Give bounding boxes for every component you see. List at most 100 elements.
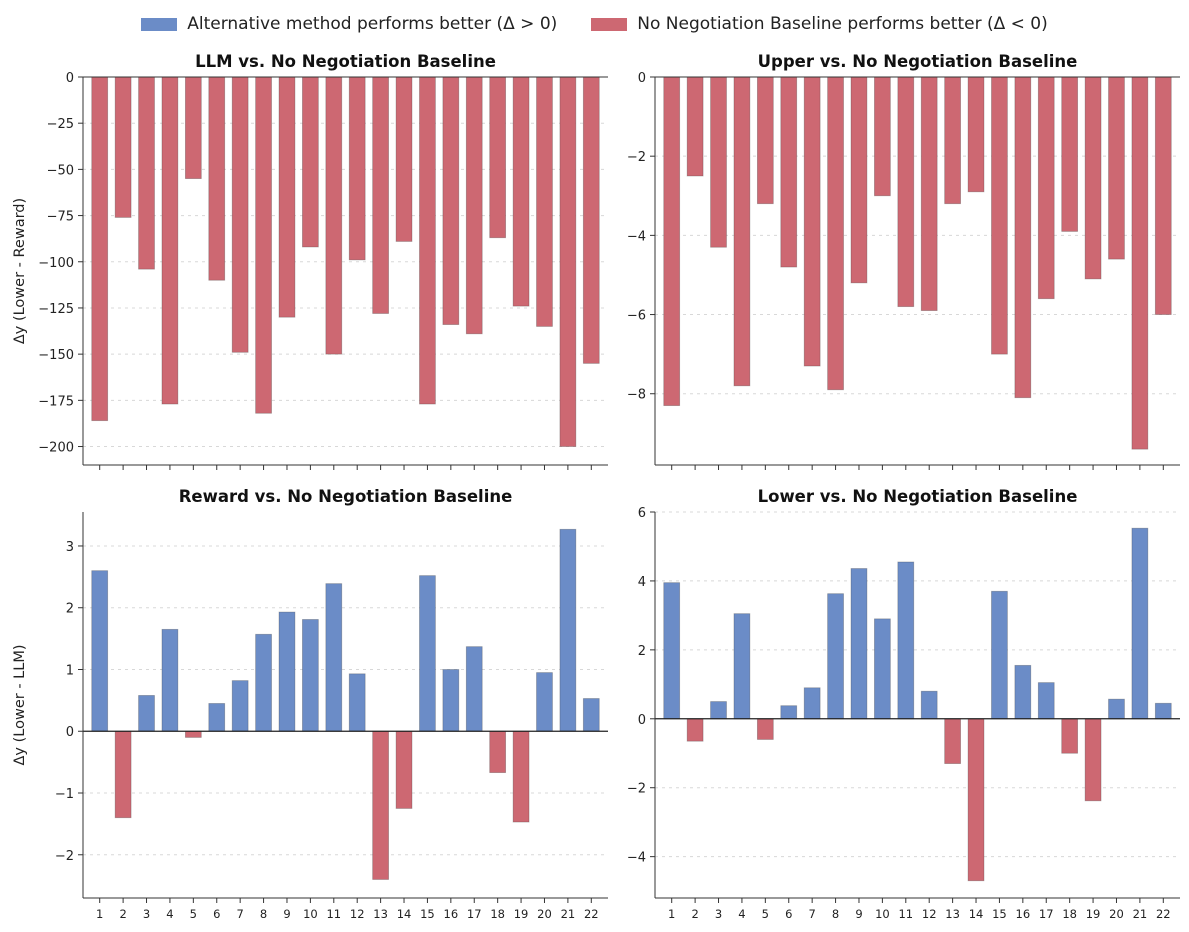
bar-9 <box>850 568 868 720</box>
bar-12 <box>348 673 366 732</box>
y-axis-label: Δy (Lower - LLM) <box>12 645 28 766</box>
bar-14 <box>967 718 985 882</box>
x-tick-label: 8 <box>832 907 839 921</box>
bar-12 <box>920 76 938 311</box>
bar-19 <box>512 730 530 823</box>
legend-label-positive: Alternative method performs better (Δ > … <box>187 14 558 34</box>
bar-11 <box>325 583 343 732</box>
bar-10 <box>874 76 891 197</box>
bar-16 <box>442 669 460 732</box>
bar-17 <box>1037 76 1055 300</box>
bar-4 <box>733 76 751 387</box>
bar-21 <box>559 76 577 447</box>
bar-3 <box>138 76 155 270</box>
x-tick-label: 4 <box>738 907 745 921</box>
bar-21 <box>1131 76 1149 450</box>
y-tick-label: −2 <box>55 849 74 864</box>
bar-3 <box>710 76 727 248</box>
chart-panel-2: 0 −2 −4 −6 −8 Upper vs. No Negotiation Baseli… <box>627 52 1180 470</box>
x-tick-label: 20 <box>537 907 552 921</box>
x-tick-label: 10 <box>875 907 890 921</box>
bar-22 <box>1154 76 1172 315</box>
bar-18 <box>489 730 507 774</box>
bar-4 <box>161 76 179 405</box>
bar-1 <box>663 76 681 407</box>
bar-5 <box>184 730 202 738</box>
bar-6 <box>208 76 226 281</box>
x-tick-label: 3 <box>143 907 150 921</box>
y-tick-label: −50 <box>47 163 74 178</box>
bar-20 <box>536 672 553 732</box>
legend: Alternative method performs better (Δ > … <box>0 14 1189 34</box>
legend-item-positive: Alternative method performs better (Δ > … <box>141 14 557 34</box>
x-tick-label: 4 <box>166 907 173 921</box>
bar-3 <box>710 701 727 720</box>
y-tick-label: −6 <box>627 309 646 324</box>
bar-15 <box>419 76 436 405</box>
legend-swatch-negative <box>591 17 628 31</box>
bar-4 <box>161 628 179 732</box>
bar-8 <box>255 76 272 414</box>
bar-16 <box>442 76 460 325</box>
x-tick-label: 16 <box>444 907 459 921</box>
x-tick-label: 18 <box>490 907 505 921</box>
y-tick-label: 0 <box>638 713 646 728</box>
bar-18 <box>1061 718 1079 754</box>
bar-19 <box>1084 718 1102 802</box>
y-tick-label: −100 <box>38 256 74 271</box>
x-tick-label: 22 <box>584 907 599 921</box>
x-tick-label: 11 <box>326 907 341 921</box>
bar-5 <box>184 76 202 180</box>
bar-7 <box>231 76 249 353</box>
x-tick-label: 17 <box>1039 907 1054 921</box>
bar-13 <box>944 718 961 764</box>
x-tick-label: 1 <box>668 907 675 921</box>
bar-17 <box>1037 682 1055 720</box>
bar-22 <box>1154 702 1172 720</box>
chart-title: Reward vs. No Negotiation Baseline <box>179 487 513 506</box>
y-tick-label: −200 <box>38 441 74 456</box>
bar-4 <box>733 613 751 720</box>
bar-21 <box>559 528 577 732</box>
bar-2 <box>686 718 704 742</box>
x-tick-label: 22 <box>1156 907 1171 921</box>
x-tick-label: 2 <box>119 907 126 921</box>
bar-9 <box>850 76 868 284</box>
bar-10 <box>302 619 319 732</box>
x-tick-label: 17 <box>467 907 482 921</box>
bar-7 <box>803 76 821 367</box>
x-tick-label: 5 <box>762 907 769 921</box>
y-tick-label: 2 <box>66 602 74 617</box>
x-tick-label: 16 <box>1016 907 1031 921</box>
y-tick-label: −4 <box>627 229 646 244</box>
bar-22 <box>582 698 600 732</box>
bar-20 <box>1108 76 1125 260</box>
y-tick-label: 2 <box>638 644 646 659</box>
bar-15 <box>991 590 1008 720</box>
bar-12 <box>348 76 366 261</box>
x-tick-label: 5 <box>190 907 197 921</box>
bar-11 <box>897 561 915 720</box>
y-tick-label: −150 <box>38 348 74 363</box>
bar-2 <box>114 730 132 819</box>
bar-17 <box>465 76 483 335</box>
legend-label-negative: No Negotiation Baseline performs better … <box>637 14 1048 34</box>
bar-13 <box>372 730 389 880</box>
bar-8 <box>827 593 844 720</box>
bar-6 <box>780 76 798 268</box>
bar-6 <box>780 705 798 720</box>
x-tick-label: 7 <box>236 907 243 921</box>
x-tick-label: 6 <box>785 907 792 921</box>
y-tick-label: 3 <box>66 540 74 555</box>
y-tick-label: 0 <box>66 725 74 740</box>
bar-3 <box>138 695 155 732</box>
y-tick-label: −4 <box>627 851 646 866</box>
bar-9 <box>278 76 296 318</box>
bar-5 <box>756 718 774 740</box>
y-tick-label: −175 <box>38 394 74 409</box>
x-tick-label: 9 <box>855 907 862 921</box>
bar-11 <box>325 76 343 355</box>
bar-20 <box>536 76 553 327</box>
bar-6 <box>208 703 226 732</box>
